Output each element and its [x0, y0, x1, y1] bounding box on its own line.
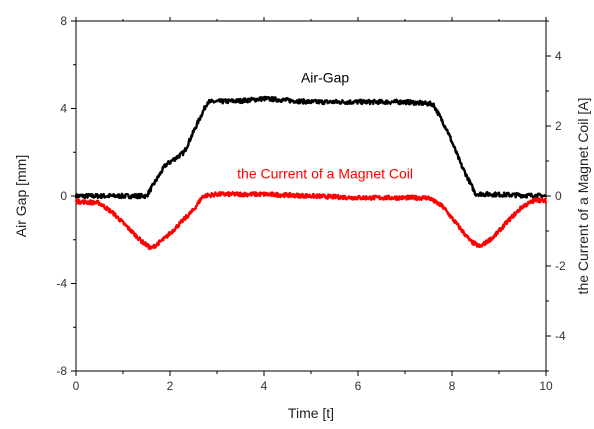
x-tick-label: 4 [261, 379, 268, 393]
series-line-0 [74, 95, 548, 200]
y-left-tick-label: -8 [56, 364, 67, 378]
series-annotation-1: the Current of a Magnet Coil [237, 166, 413, 182]
y-axis-left-label: Air Gap [mm] [13, 155, 29, 237]
y-right-tick-label: -4 [555, 329, 566, 343]
y-left-tick-label: 4 [60, 102, 67, 116]
axis-ticks: 0 2 4 6 8 10 -8 -4 0 4 8 -4 -2 0 2 4 [56, 14, 566, 393]
series-line-1 [74, 191, 548, 251]
y-left-tick-label: -4 [56, 277, 67, 291]
y-right-tick-label: 0 [555, 189, 562, 203]
x-tick-label: 0 [73, 379, 80, 393]
x-tick-label: 8 [449, 379, 456, 393]
y-left-tick-label: 8 [60, 14, 67, 28]
x-tick-label: 10 [539, 379, 553, 393]
x-tick-label: 2 [167, 379, 174, 393]
series-annotation-0: Air-Gap [301, 69, 349, 85]
annotation-layer: Air-Gap the Current of a Magnet Coil [237, 69, 413, 181]
y-left-tick-label: 0 [60, 189, 67, 203]
x-tick-label: 6 [355, 379, 362, 393]
y-axis-right-label: the Current of a Magnet Coil [A] [575, 98, 591, 295]
y-right-tick-label: -2 [555, 259, 566, 273]
y-right-tick-label: 4 [555, 49, 562, 63]
x-axis-label: Time [t] [288, 405, 334, 421]
y-right-tick-label: 2 [555, 119, 562, 133]
series-layer [74, 95, 548, 251]
